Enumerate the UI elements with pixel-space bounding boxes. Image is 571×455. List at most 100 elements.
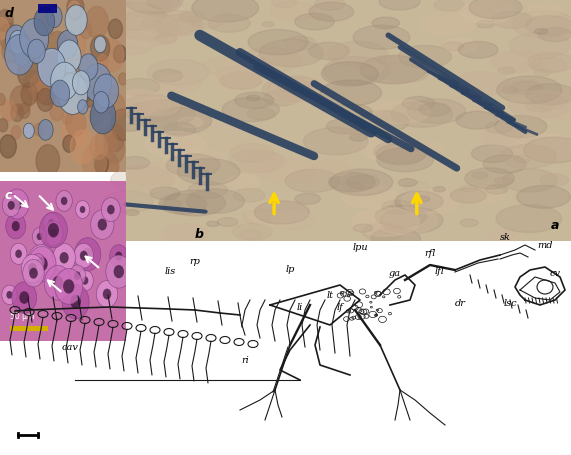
Circle shape xyxy=(48,223,59,238)
Circle shape xyxy=(240,152,288,173)
Circle shape xyxy=(41,53,66,87)
Circle shape xyxy=(80,207,86,213)
Circle shape xyxy=(36,259,41,265)
Circle shape xyxy=(45,266,71,300)
Circle shape xyxy=(321,63,379,87)
Circle shape xyxy=(490,51,542,73)
Circle shape xyxy=(315,0,345,11)
Circle shape xyxy=(69,2,80,18)
Circle shape xyxy=(111,0,163,20)
Circle shape xyxy=(494,116,547,138)
Circle shape xyxy=(374,141,428,164)
Circle shape xyxy=(27,40,45,64)
Circle shape xyxy=(272,0,297,9)
Circle shape xyxy=(77,270,93,291)
Circle shape xyxy=(62,111,73,125)
Circle shape xyxy=(442,43,464,52)
Circle shape xyxy=(104,125,124,152)
Circle shape xyxy=(445,97,484,114)
Circle shape xyxy=(66,109,86,137)
Circle shape xyxy=(303,128,368,156)
Circle shape xyxy=(295,194,320,205)
Circle shape xyxy=(96,281,118,308)
Circle shape xyxy=(272,212,315,230)
Circle shape xyxy=(485,122,513,134)
Circle shape xyxy=(222,98,279,122)
Circle shape xyxy=(229,151,283,173)
Circle shape xyxy=(78,101,88,115)
Circle shape xyxy=(81,90,94,108)
Circle shape xyxy=(56,191,73,212)
Circle shape xyxy=(160,200,181,209)
Circle shape xyxy=(356,111,409,133)
Circle shape xyxy=(111,12,179,40)
Circle shape xyxy=(514,156,530,163)
Circle shape xyxy=(30,76,42,92)
Circle shape xyxy=(327,119,363,135)
Circle shape xyxy=(7,202,15,210)
Circle shape xyxy=(2,37,22,64)
Circle shape xyxy=(27,245,56,281)
Circle shape xyxy=(391,102,453,128)
Circle shape xyxy=(465,168,514,189)
Polygon shape xyxy=(126,0,571,241)
Circle shape xyxy=(44,222,63,246)
Circle shape xyxy=(59,253,69,264)
Circle shape xyxy=(23,71,45,101)
Circle shape xyxy=(323,57,390,86)
Circle shape xyxy=(13,198,22,211)
Circle shape xyxy=(74,272,81,280)
Circle shape xyxy=(23,260,45,287)
Circle shape xyxy=(525,16,571,36)
Circle shape xyxy=(403,97,435,111)
Circle shape xyxy=(138,96,150,101)
Circle shape xyxy=(69,265,86,287)
Circle shape xyxy=(371,228,420,249)
Circle shape xyxy=(166,155,220,177)
Circle shape xyxy=(82,277,89,285)
Text: md: md xyxy=(537,241,553,250)
Circle shape xyxy=(494,177,513,186)
Circle shape xyxy=(496,205,562,233)
Text: lfl: lfl xyxy=(435,266,445,275)
Circle shape xyxy=(178,12,204,23)
Circle shape xyxy=(125,210,139,216)
Text: 50 μm: 50 μm xyxy=(10,312,34,320)
Circle shape xyxy=(382,201,415,214)
Text: ri: ri xyxy=(241,356,249,365)
Circle shape xyxy=(460,219,478,227)
Circle shape xyxy=(94,92,109,114)
Circle shape xyxy=(2,195,20,217)
Circle shape xyxy=(23,89,31,100)
Circle shape xyxy=(14,46,30,67)
Circle shape xyxy=(353,26,410,50)
Circle shape xyxy=(268,80,311,97)
Circle shape xyxy=(285,170,340,193)
Circle shape xyxy=(0,10,13,32)
Circle shape xyxy=(247,201,308,227)
Circle shape xyxy=(32,254,45,270)
Circle shape xyxy=(308,43,349,61)
Circle shape xyxy=(147,0,180,10)
Circle shape xyxy=(512,12,571,39)
Circle shape xyxy=(500,145,556,169)
Circle shape xyxy=(150,187,180,200)
Circle shape xyxy=(55,269,83,304)
Text: b: b xyxy=(195,228,204,241)
Circle shape xyxy=(534,70,551,77)
Circle shape xyxy=(433,187,445,192)
Circle shape xyxy=(98,56,108,71)
Circle shape xyxy=(528,53,571,73)
Circle shape xyxy=(90,99,116,135)
Text: sk: sk xyxy=(500,233,510,242)
Circle shape xyxy=(57,31,78,60)
Circle shape xyxy=(270,2,315,21)
Circle shape xyxy=(147,60,209,86)
Text: lf: lf xyxy=(337,303,343,312)
Text: dr: dr xyxy=(455,299,465,308)
Circle shape xyxy=(257,158,315,182)
Circle shape xyxy=(37,233,42,241)
Bar xyxy=(38,5,57,14)
Circle shape xyxy=(262,77,323,103)
Circle shape xyxy=(0,24,20,52)
